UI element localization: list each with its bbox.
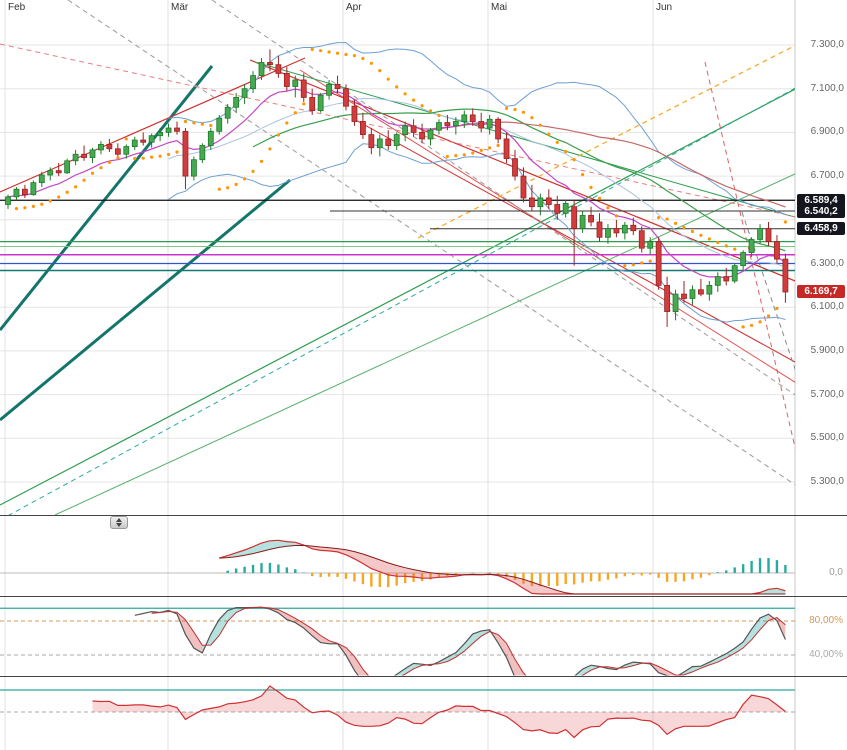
candlestick-series (5, 49, 789, 327)
parabolic-sar-dots (14, 47, 788, 329)
panel-splitter-handle[interactable] (110, 516, 128, 529)
main-chart (0, 0, 795, 515)
horizontal-price-lines (0, 199, 795, 272)
splitter-down-icon (116, 523, 122, 527)
overlay-indicators (7, 42, 786, 323)
price-axis-strip (794, 0, 847, 750)
momentum-panel (0, 685, 795, 739)
macd-panel (0, 539, 795, 595)
splitter-up-icon (116, 518, 122, 522)
stochastic-panel (0, 606, 795, 676)
panel-separators (0, 515, 847, 677)
